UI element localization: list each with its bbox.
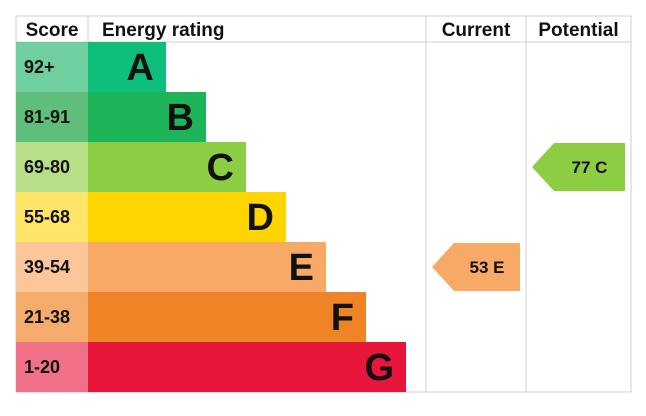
current-rating-label: 53 E: [470, 258, 505, 277]
score-label-e: 39-54: [24, 257, 70, 277]
score-cell-d: [16, 192, 88, 242]
score-cell-e: [16, 242, 88, 292]
current-rating-arrow: [432, 243, 520, 291]
score-cell-b: [16, 92, 88, 142]
score-cell-g: [16, 342, 88, 392]
header-potential: Potential: [538, 20, 618, 41]
score-cell-a: [16, 42, 88, 92]
table-headers: Score Energy rating Current Potential: [26, 20, 619, 41]
rating-bar-a: [88, 42, 166, 92]
rating-letter-e: E: [289, 247, 314, 289]
rating-letter-a: A: [127, 47, 154, 89]
rating-bar-b: [88, 92, 206, 142]
rating-letter-g: G: [364, 347, 394, 389]
rating-bar-c: [88, 142, 246, 192]
rating-bands: 92+ A 81-91 B 69-80 C 55-68 D 39-54 E 21-38 F 1-20 G: [16, 42, 406, 392]
rating-bar-d: [88, 192, 286, 242]
potential-rating-label: 77 C: [572, 158, 608, 177]
rating-bar-g: [88, 342, 406, 392]
score-label-d: 55-68: [24, 207, 70, 227]
rating-letter-f: F: [331, 297, 354, 339]
score-label-b: 81-91: [24, 107, 70, 127]
rating-bar-e: [88, 242, 326, 292]
rating-indicators: 53 E 77 C: [432, 143, 625, 291]
score-cell-c: [16, 142, 88, 192]
rating-bar-f: [88, 292, 366, 342]
score-label-a: 92+: [24, 57, 55, 77]
rating-letter-c: C: [207, 147, 234, 189]
rating-letter-d: D: [247, 197, 274, 239]
header-current: Current: [442, 20, 511, 41]
score-cell-f: [16, 292, 88, 342]
rating-letter-b: B: [167, 97, 194, 139]
header-score: Score: [26, 20, 79, 41]
score-label-c: 69-80: [24, 157, 70, 177]
score-label-f: 21-38: [24, 307, 70, 327]
header-energy-rating: Energy rating: [102, 20, 224, 41]
score-label-g: 1-20: [24, 357, 60, 377]
potential-rating-arrow: [532, 143, 625, 191]
